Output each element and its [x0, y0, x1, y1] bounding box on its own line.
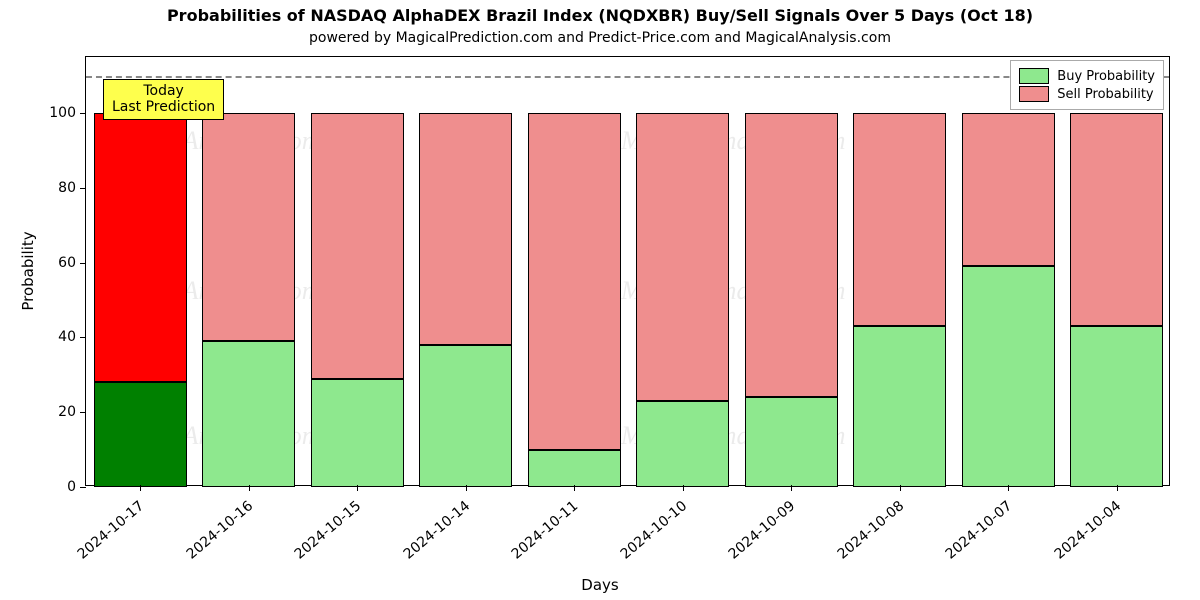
legend-item: Sell Probability	[1019, 86, 1155, 102]
sell-bar	[528, 113, 621, 450]
buy-bar	[962, 266, 1055, 487]
x-axis-label: Days	[0, 576, 1200, 594]
sell-bar	[962, 113, 1055, 266]
xtick-label: 2024-10-15	[292, 498, 365, 563]
xtick-label: 2024-10-11	[509, 498, 582, 563]
buy-bar	[745, 397, 838, 487]
xtick-label: 2024-10-09	[726, 498, 799, 563]
ytick-label: 20	[58, 404, 86, 420]
xtick-mark	[683, 485, 684, 491]
buy-bar	[311, 379, 404, 487]
sell-bar	[853, 113, 946, 326]
xtick-mark	[249, 485, 250, 491]
xtick-label: 2024-10-08	[834, 498, 907, 563]
buy-bar	[202, 341, 295, 487]
legend-swatch	[1019, 86, 1049, 102]
xtick-mark	[1008, 485, 1009, 491]
ytick-label: 100	[49, 105, 86, 121]
ytick-label: 80	[58, 180, 86, 196]
xtick-label: 2024-10-07	[943, 498, 1016, 563]
buy-bar	[94, 382, 187, 487]
xtick-mark	[791, 485, 792, 491]
xtick-label: 2024-10-10	[617, 498, 690, 563]
sell-bar	[745, 113, 838, 397]
ytick-label: 40	[58, 329, 86, 345]
buy-bar	[636, 401, 729, 487]
y-axis-label: Probability	[19, 231, 37, 310]
sell-bar	[1070, 113, 1163, 326]
xtick-mark	[140, 485, 141, 491]
sell-bar	[636, 113, 729, 401]
plot-area: MagicalAnalysis.comMagicalAnalysis.comMa…	[85, 56, 1170, 486]
chart-title: Probabilities of NASDAQ AlphaDEX Brazil …	[0, 6, 1200, 25]
legend-label: Sell Probability	[1057, 87, 1153, 102]
xtick-label: 2024-10-04	[1051, 498, 1124, 563]
legend-label: Buy Probability	[1057, 69, 1155, 84]
buy-bar	[853, 326, 946, 487]
xtick-label: 2024-10-17	[75, 498, 148, 563]
today-annotation-line1: Today	[112, 83, 215, 100]
legend-swatch	[1019, 68, 1049, 84]
xtick-label: 2024-10-14	[400, 498, 473, 563]
buy-bar	[419, 345, 512, 487]
xtick-label: 2024-10-16	[183, 498, 256, 563]
sell-bar	[94, 113, 187, 382]
buy-bar	[1070, 326, 1163, 487]
sell-bar	[311, 113, 404, 378]
xtick-mark	[357, 485, 358, 491]
ytick-label: 60	[58, 255, 86, 271]
sell-bar	[202, 113, 295, 341]
legend-item: Buy Probability	[1019, 68, 1155, 84]
buy-bar	[528, 450, 621, 487]
xtick-mark	[466, 485, 467, 491]
sell-bar	[419, 113, 512, 345]
chart-container: Probabilities of NASDAQ AlphaDEX Brazil …	[0, 0, 1200, 600]
reference-line	[86, 76, 1169, 78]
today-annotation: TodayLast Prediction	[103, 79, 224, 121]
legend: Buy Probability Sell Probability	[1010, 60, 1164, 110]
xtick-mark	[900, 485, 901, 491]
xtick-mark	[1117, 485, 1118, 491]
chart-subtitle: powered by MagicalPrediction.com and Pre…	[0, 30, 1200, 46]
xtick-mark	[574, 485, 575, 491]
today-annotation-line2: Last Prediction	[112, 99, 215, 116]
ytick-label: 0	[67, 479, 86, 495]
